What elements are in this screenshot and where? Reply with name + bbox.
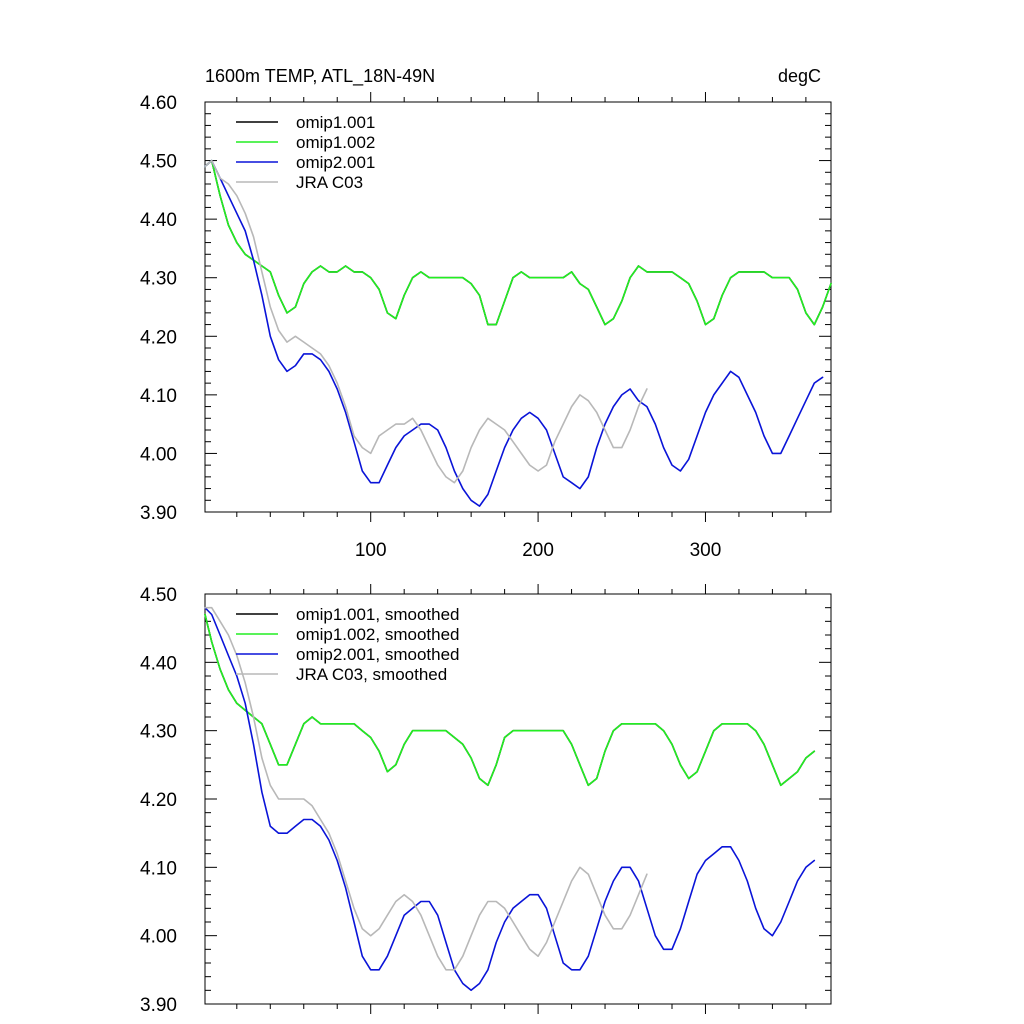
bottom-legend-label: omip2.001, smoothed <box>296 645 460 664</box>
top-series-line-3 <box>204 159 648 484</box>
top-ytick-label: 4.40 <box>140 210 177 231</box>
bottom-ytick-label: 4.20 <box>140 790 177 811</box>
top-ytick-label: 4.10 <box>140 386 177 407</box>
top-legend-label: omip1.001 <box>296 113 375 132</box>
top-xtick-label: 300 <box>690 540 722 561</box>
top-chart-series <box>204 159 832 507</box>
top-xtick-label: 100 <box>355 540 387 561</box>
bottom-chart-series <box>204 606 816 992</box>
bottom-legend-label: omip1.001, smoothed <box>296 605 460 624</box>
top-chart-ticks <box>205 92 831 522</box>
bottom-chart-y-axis: 4.50 4.40 4.30 4.20 4.10 4.00 3.90 <box>140 585 177 1016</box>
bottom-ytick-label: 4.30 <box>140 722 177 743</box>
top-ytick-label: 3.90 <box>140 503 177 524</box>
top-chart-units: degC <box>778 66 821 86</box>
top-series-line-2 <box>204 159 824 507</box>
top-chart-frame <box>204 101 832 513</box>
bottom-ytick-label: 4.50 <box>140 585 177 606</box>
bottom-chart-panel: 4.50 4.40 4.30 4.20 4.10 4.00 3.90 omip1.001, … <box>140 584 832 1016</box>
top-ytick-label: 4.00 <box>140 444 177 465</box>
bottom-legend-label: JRA C03, smoothed <box>296 665 447 684</box>
top-ytick-label: 4.60 <box>140 93 177 114</box>
top-chart-x-axis: 100 200 300 <box>355 540 721 561</box>
top-chart-y-axis: 4.60 4.50 4.40 4.30 4.20 4.10 4.00 3.90 <box>140 93 177 524</box>
bottom-ytick-label: 4.10 <box>140 858 177 879</box>
top-chart-panel: 1600m TEMP, ATL_18N-49N degC 4.60 4.50 4.4… <box>140 66 832 561</box>
top-ytick-label: 4.50 <box>140 152 177 173</box>
top-series-line-1 <box>204 159 832 326</box>
top-xtick-label: 200 <box>522 540 554 561</box>
top-ytick-label: 4.30 <box>140 269 177 290</box>
top-chart-title: 1600m TEMP, ATL_18N-49N <box>205 66 435 87</box>
bottom-series-line-3 <box>204 606 648 971</box>
top-ytick-label: 4.20 <box>140 327 177 348</box>
bottom-chart-ticks <box>205 584 831 1014</box>
bottom-legend-label: omip1.002, smoothed <box>296 625 460 644</box>
bottom-series-line-1 <box>204 613 816 787</box>
top-legend-label: JRA C03 <box>296 173 363 192</box>
top-legend-label: omip1.002 <box>296 133 375 152</box>
top-legend-label: omip2.001 <box>296 153 375 172</box>
bottom-ytick-label: 4.40 <box>140 653 177 674</box>
bottom-ytick-label: 4.00 <box>140 927 177 948</box>
bottom-ytick-label: 3.90 <box>140 995 177 1016</box>
